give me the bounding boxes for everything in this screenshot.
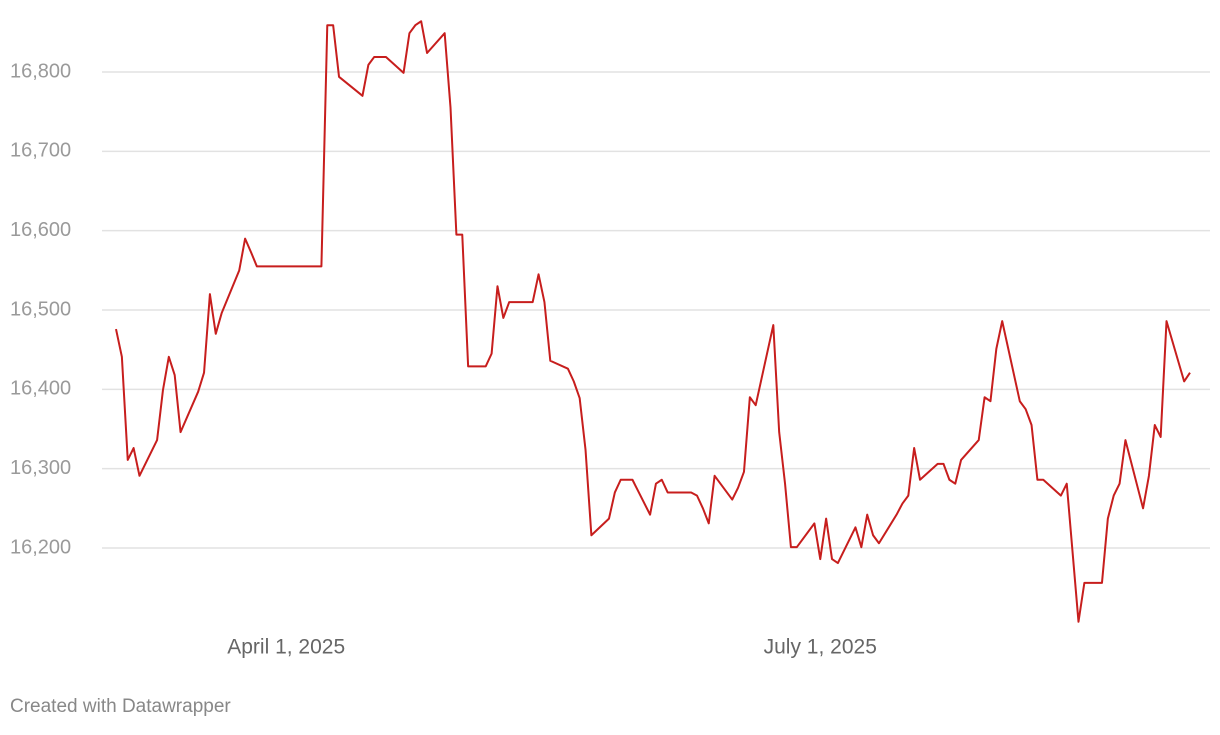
- data-line: [115, 20, 1191, 623]
- y-tick-label: 16,500: [10, 298, 71, 320]
- y-tick-label: 16,400: [10, 378, 71, 400]
- y-tick-label: 16,600: [10, 219, 71, 241]
- x-tick-label: April 1, 2025: [227, 636, 345, 659]
- y-tick-label: 16,800: [10, 60, 71, 82]
- y-tick-label: 16,300: [10, 457, 71, 479]
- y-tick-label: 16,200: [10, 536, 71, 558]
- x-tick-label: July 1, 2025: [764, 636, 877, 659]
- y-tick-label: 16,700: [10, 140, 71, 162]
- footer: Created with Datawrapper: [10, 696, 231, 717]
